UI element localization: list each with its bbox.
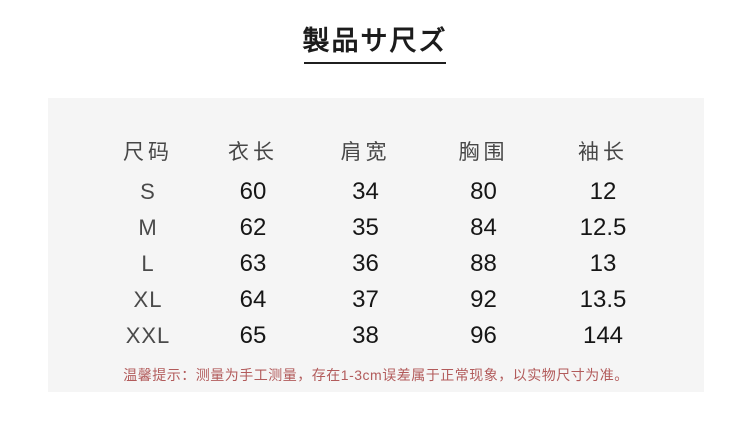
shoulder-width-cell: 34 <box>352 178 379 205</box>
chest-cell: 84 <box>470 214 497 241</box>
page-title: 製品サ尺ズ <box>302 26 448 56</box>
chest-cell: 96 <box>470 322 497 349</box>
garment-length-cell: 64 <box>239 286 267 313</box>
table-row-xxl: XXL 65 38 96 144 <box>48 318 704 354</box>
sleeve-length-cell: 12.5 <box>579 214 627 241</box>
title-block: 製品サ尺ズ <box>0 25 750 65</box>
chest-cell: 80 <box>470 178 497 205</box>
sleeve-length-cell: 13.5 <box>579 286 627 313</box>
measurement-note: 温馨提示：测量为手工测量，存在1-3cm误差属于正常现象，以实物尺寸为准。 <box>123 367 629 383</box>
title-underline <box>304 62 446 65</box>
garment-length-cell: 65 <box>239 322 267 349</box>
table-row-xl: XL 64 37 92 13.5 <box>48 282 704 318</box>
sleeve-length-cell: 144 <box>582 322 624 349</box>
column-header-size: 尺码 <box>123 141 173 164</box>
shoulder-width-cell: 37 <box>352 286 379 313</box>
shoulder-width-cell: 35 <box>352 214 379 241</box>
shoulder-width-cell: 38 <box>352 322 379 349</box>
table-row-s: S 60 34 80 12 <box>48 174 704 210</box>
chest-cell: 92 <box>470 286 497 313</box>
column-header-sleeve-length: 袖长 <box>578 141 628 164</box>
column-header-garment-length: 衣长 <box>228 141 278 164</box>
size-cell: S <box>140 179 156 204</box>
size-cell: L <box>141 251 155 276</box>
sleeve-length-cell: 13 <box>589 250 617 277</box>
table-row-m: M 62 35 84 12.5 <box>48 210 704 246</box>
column-header-shoulder-width: 肩宽 <box>340 141 391 164</box>
column-header-chest: 胸围 <box>458 141 509 164</box>
size-cell: XL <box>133 287 163 312</box>
garment-length-cell: 60 <box>239 178 267 205</box>
chest-cell: 88 <box>470 250 497 277</box>
table-row-l: L 63 36 88 13 <box>48 246 704 282</box>
table-header-row: 尺码 衣长 肩宽 胸围 袖长 <box>48 128 704 174</box>
size-cell: XXL <box>125 323 171 348</box>
garment-length-cell: 63 <box>239 250 267 277</box>
size-chart-panel: 尺码 衣长 肩宽 胸围 袖长 S 60 34 80 12 M 62 35 84 … <box>48 98 704 392</box>
garment-length-cell: 62 <box>239 214 267 241</box>
sleeve-length-cell: 12 <box>589 178 617 205</box>
size-cell: M <box>138 215 158 240</box>
shoulder-width-cell: 36 <box>352 250 379 277</box>
